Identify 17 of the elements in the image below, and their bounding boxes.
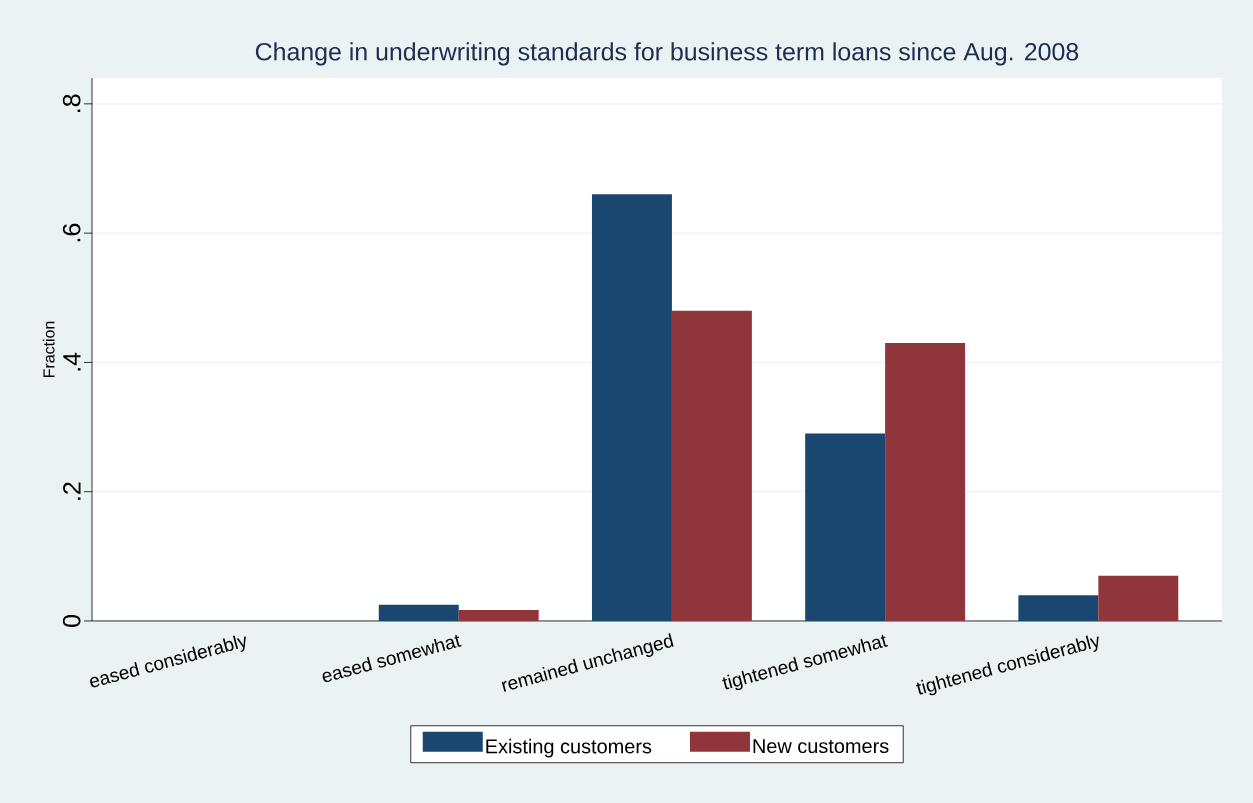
legend-label: Existing customers — [486, 738, 652, 758]
bar — [458, 610, 539, 621]
y-tick-label: .6 — [62, 223, 81, 242]
y-tick-label: .2 — [63, 482, 81, 500]
bar — [671, 310, 752, 621]
y-axis-title: Fraction — [42, 321, 55, 377]
bar — [885, 343, 966, 621]
y-tick-label: .4 — [63, 352, 81, 371]
bar — [591, 194, 672, 621]
legend-label: New customers — [753, 739, 889, 754]
bar — [378, 604, 459, 621]
bar — [805, 433, 886, 621]
y-tick-label: .8 — [62, 94, 81, 112]
y-tick-label: 0 — [62, 615, 81, 627]
bar — [1018, 595, 1099, 621]
chart-title: Change in underwriting standards for business term loans since Aug. 2008 — [255, 42, 1079, 66]
bar — [1098, 575, 1179, 621]
